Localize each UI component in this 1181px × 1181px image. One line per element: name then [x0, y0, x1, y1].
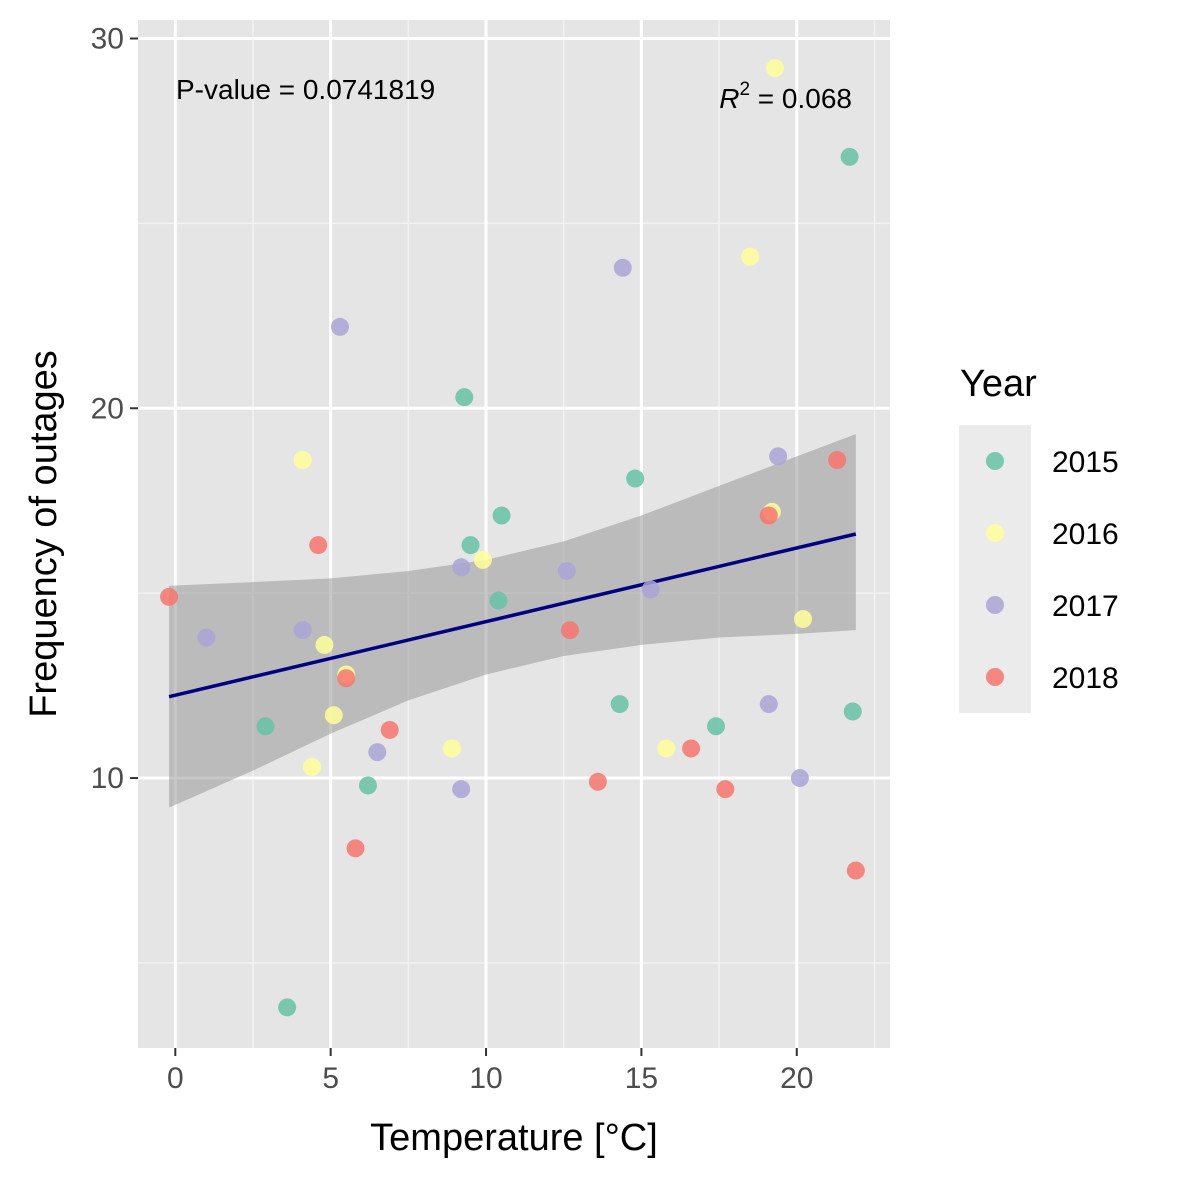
legend-key-2018 — [986, 668, 1004, 686]
data-point-2016 — [793, 610, 812, 629]
data-point-2018 — [337, 669, 356, 688]
data-point-2015 — [706, 717, 725, 736]
data-point-2015 — [840, 147, 859, 166]
data-point-2018 — [346, 839, 365, 858]
major-gridlines — [138, 20, 890, 1048]
data-point-2018 — [160, 587, 179, 606]
data-point-2017 — [330, 317, 349, 336]
y-tick-label: 20 — [91, 392, 124, 425]
data-point-2017 — [293, 621, 312, 640]
x-tick-label: 15 — [625, 1062, 658, 1095]
data-point-2016 — [442, 739, 461, 758]
data-point-2018 — [716, 780, 735, 799]
data-point-2015 — [610, 695, 629, 714]
data-point-2017 — [769, 447, 788, 466]
fit-line — [168, 532, 857, 699]
axes: 0 5 10 15 20 10 20 30 — [91, 22, 814, 1095]
data-points — [160, 59, 865, 1017]
regression-line — [168, 532, 857, 699]
legend-title: Year — [960, 363, 1037, 405]
data-point-2018 — [828, 451, 847, 470]
data-point-2015 — [489, 591, 508, 610]
data-point-2017 — [790, 769, 809, 788]
y-axis-title: Frequency of outages — [23, 350, 65, 718]
legend: 2015 2016 2017 2018 — [986, 446, 1119, 695]
x-tick-label: 20 — [780, 1062, 813, 1095]
legend-label-2015: 2015 — [1052, 446, 1119, 479]
data-point-2015 — [626, 469, 645, 488]
legend-key-2015 — [986, 452, 1004, 470]
legend-key-background — [959, 425, 1031, 713]
pvalue-annotation: P-value = 0.0741819 — [176, 74, 435, 105]
x-tick-label: 10 — [469, 1062, 502, 1095]
data-point-2017 — [197, 628, 216, 647]
legend-key-2016 — [986, 524, 1004, 542]
data-point-2017 — [759, 695, 778, 714]
data-point-2015 — [843, 702, 862, 721]
legend-label-2017: 2017 — [1052, 590, 1119, 623]
data-point-2018 — [682, 739, 701, 758]
x-axis-title: Temperature [°C] — [370, 1117, 658, 1159]
r2-annotation: R2 = 0.068 — [719, 79, 852, 114]
x-tick-label: 0 — [167, 1062, 184, 1095]
data-point-2015 — [358, 776, 377, 795]
data-point-2017 — [641, 580, 660, 599]
data-point-2015 — [278, 998, 297, 1017]
data-point-2017 — [557, 561, 576, 580]
data-point-2016 — [303, 757, 322, 776]
x-tick-label: 5 — [322, 1062, 339, 1095]
data-point-2016 — [473, 550, 492, 569]
data-point-2016 — [766, 59, 785, 78]
data-point-2015 — [461, 536, 480, 555]
legend-label-2016: 2016 — [1052, 518, 1119, 551]
legend-label-2018: 2018 — [1052, 662, 1119, 695]
data-point-2016 — [293, 451, 312, 470]
data-point-2017 — [452, 558, 471, 577]
data-point-2016 — [657, 739, 676, 758]
data-point-2018 — [759, 506, 778, 525]
data-point-2017 — [613, 258, 632, 277]
data-point-2016 — [315, 635, 334, 654]
legend-key-2017 — [986, 596, 1004, 614]
data-point-2018 — [588, 772, 607, 791]
data-point-2017 — [452, 780, 471, 799]
data-point-2015 — [492, 506, 511, 525]
data-point-2017 — [368, 743, 387, 762]
data-point-2018 — [380, 720, 399, 739]
data-point-2016 — [324, 706, 343, 725]
data-point-2015 — [256, 717, 275, 736]
data-point-2015 — [455, 388, 474, 407]
data-point-2018 — [846, 861, 865, 880]
data-point-2018 — [309, 536, 328, 555]
data-point-2016 — [741, 247, 760, 266]
y-tick-label: 10 — [91, 762, 124, 795]
data-point-2018 — [560, 621, 579, 640]
y-tick-label: 30 — [91, 22, 124, 55]
